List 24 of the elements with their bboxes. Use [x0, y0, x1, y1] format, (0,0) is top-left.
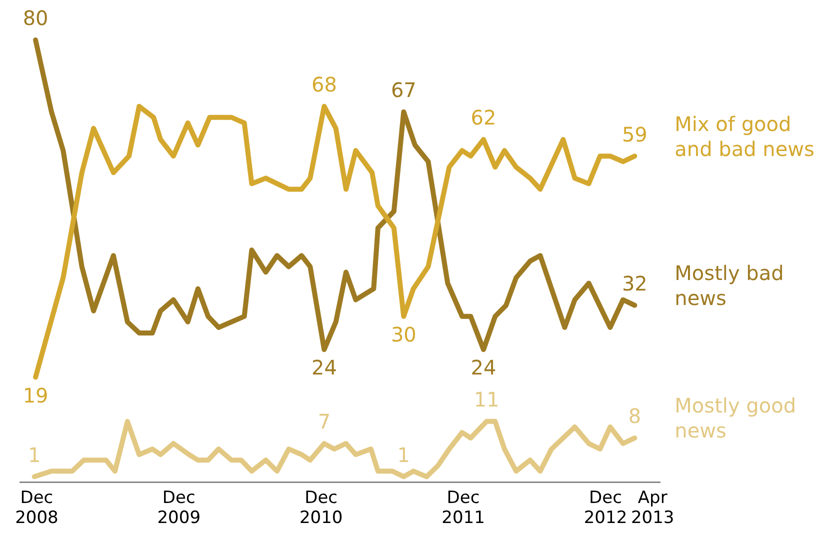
x-tick-label: Dec 2010 — [299, 488, 343, 528]
x-tick-label: Dec 2011 — [442, 488, 485, 528]
data-label: 1 — [397, 442, 410, 467]
data-label: 67 — [390, 78, 416, 102]
data-label: 32 — [622, 272, 648, 296]
data-label: 59 — [622, 122, 648, 146]
text: Mostly bad news — [674, 261, 784, 310]
data-label: 7 — [318, 410, 331, 434]
data-label: 19 — [22, 383, 48, 408]
data-label: 62 — [470, 106, 496, 130]
data-label: 8 — [628, 404, 642, 428]
x-tick-label: Dec 2009 — [157, 488, 200, 528]
x-tick-label: Dec 2008 — [15, 488, 58, 528]
data-label: 24 — [311, 356, 337, 380]
data-label: 24 — [470, 356, 496, 380]
x-tick-label: Apr 2013 — [630, 488, 674, 528]
data-label: 1 — [28, 442, 41, 467]
data-label: 68 — [311, 72, 337, 97]
x-tick-label: Dec 2012 — [584, 488, 628, 528]
data-label: 80 — [22, 6, 48, 30]
data-label: 30 — [390, 322, 416, 347]
text: Mostly good news — [674, 394, 796, 443]
data-label: 11 — [474, 388, 500, 412]
text: Mix of good and bad news — [674, 112, 814, 161]
